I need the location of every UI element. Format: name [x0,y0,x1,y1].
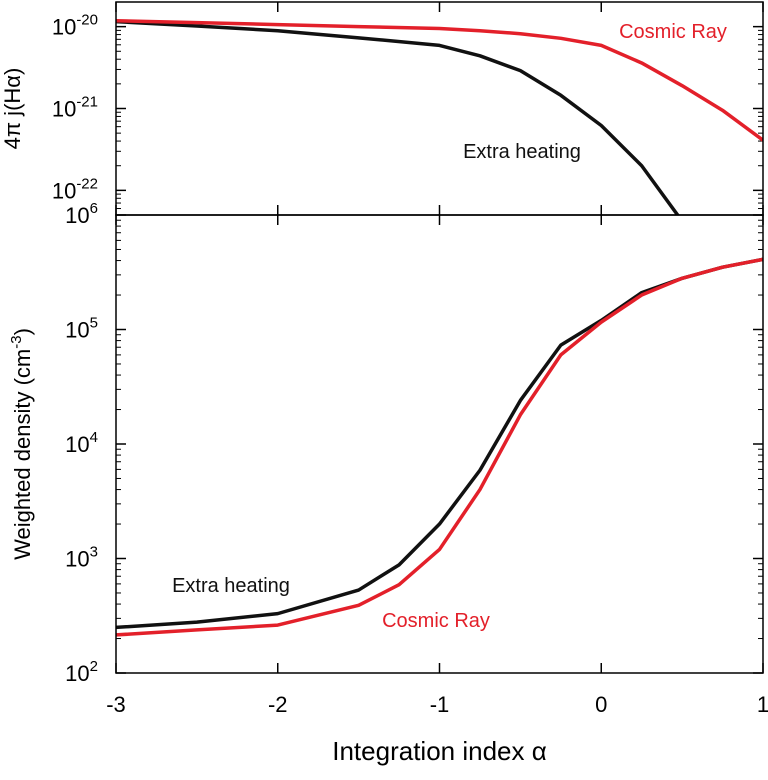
y-tick-label: 103 [65,544,98,572]
x-tick-label: -2 [268,692,288,717]
y-tick-base: 10 [65,318,89,343]
y-tick-exponent: 3 [90,544,98,561]
y-axis-label-main: 4π j(Hα) [0,68,25,150]
y-tick-label: 102 [65,658,98,686]
y-axis-label: Weighted density (cm-3) [8,328,35,560]
series-line [116,19,763,142]
y-tick-exponent: -22 [76,175,98,192]
y-axis-label-suffix: ) [10,328,35,335]
y-tick-base: 10 [65,547,89,572]
y-tick-label: 105 [65,315,98,343]
y-axis-label: 4π j(Hα) [0,68,25,150]
x-tick-label: 0 [595,692,607,717]
y-tick-base: 10 [65,432,89,457]
x-tick-label: -3 [106,692,126,717]
annotation: Extra heating [463,141,581,163]
x-axis-label: Integration index α [332,736,547,766]
x-tick-label: 1 [757,692,768,717]
y-tick-label: 10-21 [52,94,98,122]
y-tick-label: 106 [65,200,98,228]
y-tick-label: 10-22 [52,175,98,203]
series-line [116,257,763,630]
y-tick-label: 10-20 [52,12,98,40]
series-line [116,19,680,215]
y-tick-exponent: 2 [90,658,98,675]
y-tick-base: 10 [65,203,89,228]
y-tick-base: 10 [52,15,76,40]
y-tick-base: 10 [65,661,89,686]
y-axis-label-superscript: -3 [8,335,25,348]
plot-frame [115,214,764,674]
y-tick-exponent: 6 [90,200,98,217]
y-tick-base: 10 [52,97,76,122]
annotation: Cosmic Ray [619,21,727,43]
y-tick-exponent: 5 [90,315,98,332]
y-tick-base: 10 [52,178,76,203]
y-axis-label-main: Weighted density (cm [10,349,35,560]
y-tick-exponent: 4 [90,429,98,446]
annotation: Cosmic Ray [382,610,490,632]
x-tick-label: -1 [430,692,450,717]
y-tick-label: 104 [65,429,98,457]
annotation: Extra heating [172,575,290,597]
series-line [116,257,763,637]
y-tick-exponent: -20 [76,12,98,29]
y-tick-exponent: -21 [76,94,98,111]
